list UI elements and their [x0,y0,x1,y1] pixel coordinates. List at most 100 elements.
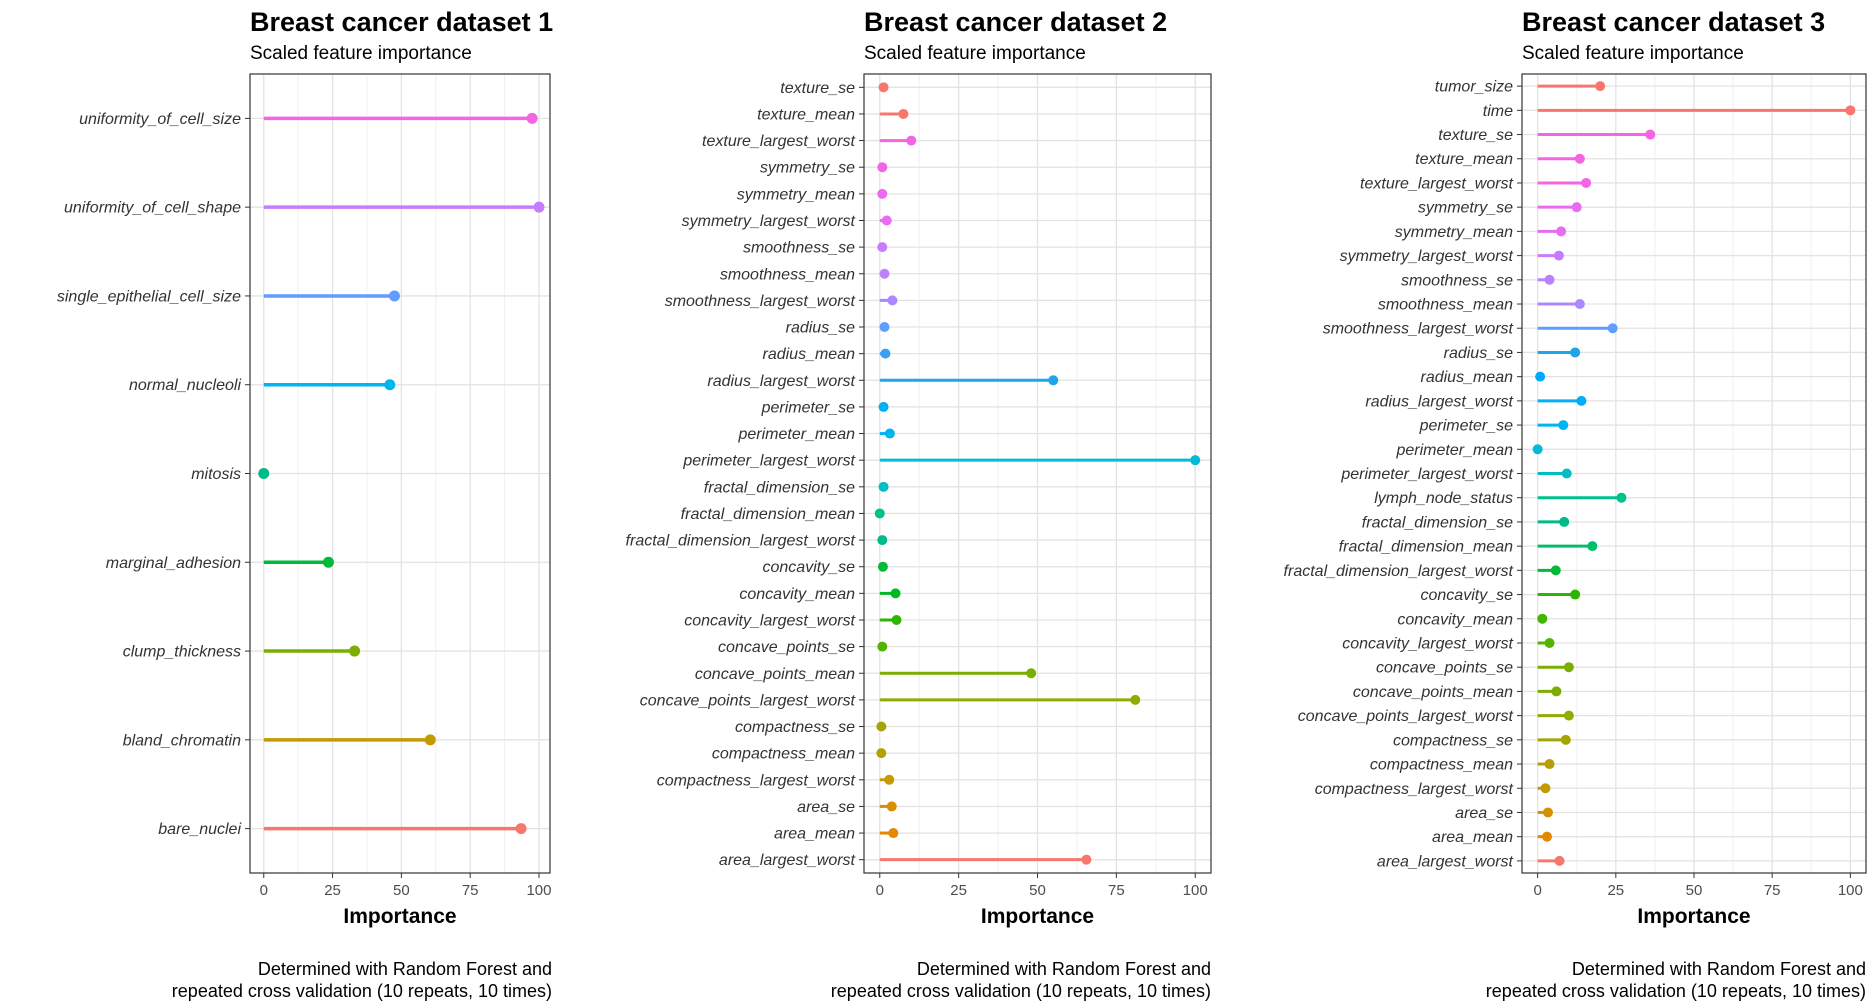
lollipop-point [424,734,436,746]
category-label: concavity_largest_worst [684,612,855,629]
category-label: perimeter_mean [1396,442,1514,459]
x-tick-label: 75 [1764,882,1781,899]
category-label: compactness_largest_worst [657,772,856,789]
lollipop-point [1574,153,1585,164]
category-label: symmetry_mean [1395,224,1513,241]
x-tick-label: 100 [1183,882,1208,899]
x-tick-label: 100 [526,882,551,899]
lollipop-point [322,556,334,568]
caption-line-1: Determined with Random Forest and [1572,959,1866,979]
category-label: perimeter_se [1419,418,1513,435]
lollipop-point [880,348,891,359]
category-label: concave_points_mean [1353,684,1513,701]
lollipop-point [533,201,545,213]
chart-title: Breast cancer dataset 1 [250,7,553,37]
lollipop-point [1130,694,1141,705]
category-label: concavity_mean [739,586,855,603]
lollipop-point [1550,565,1561,576]
x-tick-label: 75 [462,882,479,899]
lollipop-point [526,112,538,124]
lollipop-point [1048,375,1059,386]
category-label: smoothness_se [743,240,855,257]
lollipop-point [1081,854,1092,865]
lollipop-point [1845,105,1856,116]
x-tick-label: 25 [950,882,967,899]
lollipop-point [877,641,888,652]
lollipop-point [884,428,895,439]
caption-line-2: repeated cross validation (10 repeats, 1… [831,981,1211,1001]
category-label: fractal_dimension_se [704,479,855,496]
lollipop-point [1595,81,1606,92]
category-label: area_largest_worst [719,852,856,869]
category-label: concavity_mean [1397,611,1513,628]
x-axis-label: Importance [343,905,456,928]
category-label: concavity_largest_worst [1342,635,1513,652]
caption-line-1: Determined with Random Forest and [258,959,552,979]
plot-border [249,73,551,874]
lollipop-point [1563,710,1574,721]
lollipop-point [1560,734,1571,745]
lollipop-point [891,614,902,625]
category-label: clump_thickness [123,644,241,661]
lollipop-point [876,721,887,732]
x-axis-label: Importance [1637,905,1750,928]
category-label: smoothness_largest_worst [665,293,856,310]
category-label: uniformity_of_cell_size [79,111,241,128]
x-tick-label: 0 [876,882,884,899]
lollipop-point [1535,371,1546,382]
category-label: area_se [1455,805,1513,822]
lollipop-point [1542,807,1553,818]
lollipop-point [1574,299,1585,310]
category-label: area_mean [774,826,855,843]
chart-title: Breast cancer dataset 3 [1522,7,1825,37]
category-label: symmetry_se [1418,200,1513,217]
category-label: area_se [797,799,855,816]
lollipop-point [1542,831,1553,842]
lollipop-point [1581,177,1592,188]
category-label: concave_points_largest_worst [640,692,856,709]
chart-subtitle: Scaled feature importance [1522,43,1744,64]
lollipop-point [879,268,890,279]
lollipop-point [1532,444,1543,455]
category-label: texture_largest_worst [1360,175,1514,192]
category-label: radius_se [1444,345,1513,362]
lollipop-point [888,828,899,839]
x-tick-label: 50 [393,882,410,899]
lollipop-point [887,295,898,306]
chart-title: Breast cancer dataset 2 [864,7,1167,37]
chart-panel-1: Breast cancer dataset 1 Scaled feature im… [57,7,553,1001]
lollipop-point [874,508,885,519]
lollipop-point [876,748,887,759]
category-label: area_mean [1432,829,1513,846]
category-label: symmetry_largest_worst [1340,248,1514,265]
category-label: texture_se [780,80,855,97]
category-label: compactness_largest_worst [1315,781,1514,798]
lollipop-point [877,188,888,199]
category-label: compactness_mean [712,746,855,763]
lollipop-point [515,823,527,835]
category-label: concave_points_largest_worst [1298,708,1514,725]
lollipop-point [881,215,892,226]
lollipop-point [906,135,917,146]
category-label: smoothness_largest_worst [1323,321,1514,338]
category-label: compactness_mean [1370,757,1513,774]
x-tick-label: 50 [1686,882,1703,899]
category-label: texture_largest_worst [702,133,856,150]
category-label: radius_largest_worst [1365,393,1513,410]
x-tick-label: 0 [260,882,268,899]
category-label: concave_points_se [718,639,855,656]
lollipop-point [1551,686,1562,697]
lollipop-point [1544,637,1555,648]
lollipop-point [878,481,889,492]
category-label: concave_points_mean [695,666,855,683]
category-label: mitosis [191,466,241,483]
lollipop-point [1561,468,1572,479]
lollipop-point [879,322,890,333]
category-label: normal_nucleoli [129,377,242,394]
caption-line-1: Determined with Random Forest and [917,959,1211,979]
category-label: perimeter_se [761,399,855,416]
lollipop-point [884,774,895,785]
lollipop-point [890,588,901,599]
category-label: perimeter_mean [738,426,856,443]
x-tick-label: 50 [1029,882,1046,899]
